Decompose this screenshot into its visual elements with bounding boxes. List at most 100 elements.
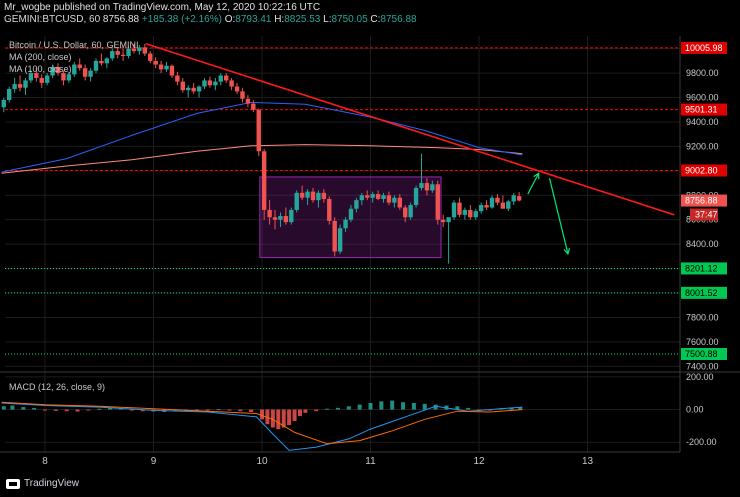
- candle-body: [365, 195, 370, 198]
- macd-histogram-bar: [32, 407, 37, 410]
- macd-histogram-bar: [276, 409, 281, 430]
- macd-histogram-bar: [227, 409, 232, 411]
- candle-body: [158, 64, 164, 70]
- candle-body: [44, 75, 50, 83]
- y-tick-label: 9200.00: [686, 141, 719, 151]
- candle-body: [386, 195, 392, 203]
- y-tick-label: 9400.00: [686, 117, 719, 127]
- ohlc-o-label: O:: [224, 14, 236, 25]
- price-label-support: 8001.52: [685, 288, 718, 298]
- x-tick-label: 11: [365, 456, 376, 467]
- price-label-resistance: 9501.31: [685, 105, 718, 115]
- macd-histogram-bar: [466, 407, 471, 410]
- candle-body: [473, 211, 478, 218]
- legend-macd[interactable]: MACD (12, 26, close, 9): [9, 382, 106, 392]
- macd-histogram-bar: [487, 409, 492, 411]
- legend-ma200[interactable]: MA (200, close): [9, 52, 72, 62]
- candle-body: [126, 48, 131, 56]
- candle-body: [148, 53, 153, 61]
- candle-body: [82, 68, 88, 77]
- macd-y-tick-label: -200.00: [686, 437, 717, 447]
- candle-body: [207, 80, 213, 86]
- ma100-line: [1, 101, 523, 173]
- candle-body: [17, 84, 23, 88]
- candle-body: [337, 228, 343, 252]
- macd-histogram-bar: [518, 407, 523, 410]
- candle-body: [137, 47, 142, 52]
- projection-arrowhead: [533, 172, 540, 180]
- candle-body: [55, 66, 61, 74]
- macd-histogram-bar: [335, 407, 340, 410]
- candle-body: [310, 191, 316, 201]
- footer: TradingView: [0, 472, 740, 497]
- macd-histogram-bar: [64, 409, 69, 412]
- candle-body: [104, 58, 110, 64]
- ohlc-l-label: L:: [323, 14, 332, 25]
- macd-histogram-bar: [140, 409, 145, 412]
- macd-y-tick-label: 0.00: [686, 405, 704, 415]
- y-tick-label: 9800.00: [686, 68, 719, 78]
- publisher-line: Mr_wogbe published on TradingView.com, M…: [4, 2, 321, 13]
- candle-body: [261, 151, 267, 210]
- y-tick-label: 7400.00: [686, 361, 719, 371]
- legend-ma100[interactable]: MA (100, close): [9, 64, 72, 74]
- candle-body: [370, 194, 375, 198]
- projection-arrowhead: [563, 247, 571, 256]
- candle-body: [495, 197, 500, 203]
- candle-body: [424, 183, 430, 191]
- macd-histogram-bar: [173, 409, 178, 412]
- candle-body: [6, 88, 12, 100]
- ohlc-h-value: 8825.53: [284, 14, 321, 25]
- candle-body: [354, 200, 359, 209]
- tradingview-brand: TradingView: [24, 478, 80, 489]
- tradingview-logo[interactable]: TradingView: [6, 478, 79, 489]
- candle-body: [500, 202, 506, 209]
- symbol-name: GEMINI:BTCUSD, 60: [4, 14, 101, 25]
- macd-histogram-bar: [205, 409, 210, 411]
- macd-histogram-bar: [509, 407, 514, 410]
- price-chart[interactable]: 10000.009800.009600.009400.009200.009000…: [0, 0, 740, 472]
- ohlc-h-label: H:: [274, 14, 285, 25]
- candle-body: [223, 75, 229, 81]
- macd-histogram-bar: [346, 406, 351, 410]
- x-tick-label: 9: [151, 456, 157, 467]
- ma200-line: [1, 144, 523, 174]
- candle-body: [251, 103, 256, 110]
- candle-body: [516, 196, 522, 201]
- candle-body: [381, 195, 386, 199]
- candle-body: [321, 192, 327, 199]
- macd-histogram-bar: [455, 406, 460, 410]
- candle-body: [272, 217, 278, 220]
- candle-body: [88, 70, 93, 77]
- symbol-line: GEMINI:BTCUSD, 60 8756.88 +185.38 (+2.16…: [4, 14, 417, 25]
- macd-histogram-bar: [43, 409, 47, 411]
- trendline: [145, 43, 675, 216]
- candle-body: [327, 198, 332, 221]
- candle-body: [175, 75, 180, 82]
- macd-histogram-bar: [10, 405, 15, 410]
- price-label-last: 8756.88: [685, 196, 718, 206]
- price-change: +185.38 (+2.16%): [141, 14, 222, 25]
- candle-body: [419, 183, 424, 188]
- candle-body: [343, 219, 348, 229]
- macd-histogram-bar: [53, 409, 58, 411]
- candle-body: [359, 195, 365, 201]
- price-label-box: [681, 103, 727, 116]
- candle-body: [489, 197, 495, 208]
- macd-histogram-bar: [379, 401, 384, 410]
- candle-body: [403, 207, 408, 218]
- macd-histogram-bar: [411, 403, 416, 410]
- candle-body: [12, 84, 17, 89]
- countdown-box: [690, 208, 718, 221]
- candle-body: [267, 209, 272, 218]
- candle-body: [392, 197, 397, 203]
- candle-body: [66, 74, 72, 81]
- candle-body: [93, 60, 99, 71]
- candle-body: [506, 201, 511, 209]
- candle-body: [142, 47, 148, 54]
- macd-histogram-bar: [433, 404, 438, 410]
- macd-histogram-bar: [401, 402, 406, 410]
- candle-body: [72, 64, 77, 75]
- candle-body: [375, 194, 381, 199]
- candle-body: [169, 65, 175, 76]
